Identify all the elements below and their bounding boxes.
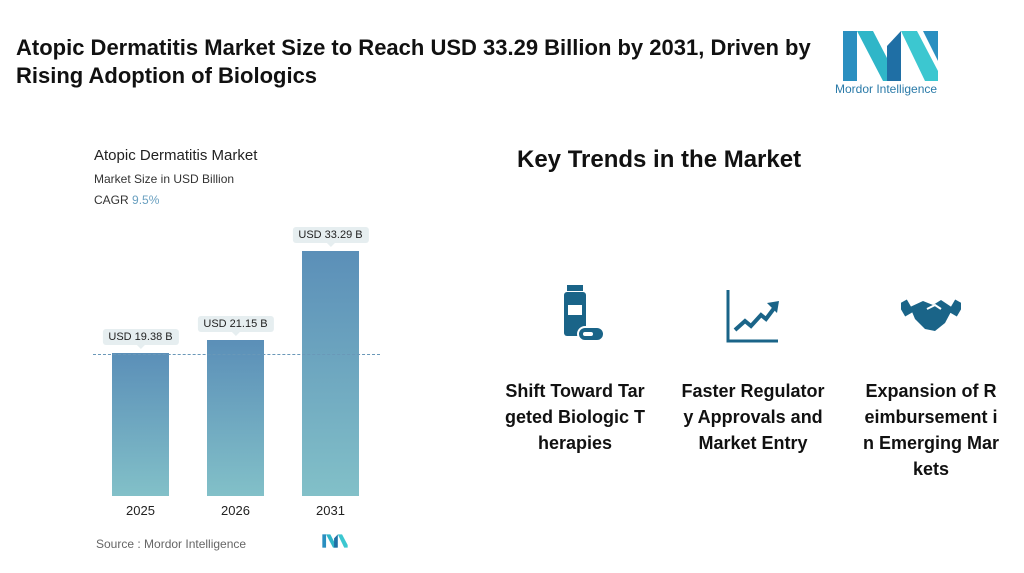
cagr-value: 9.5%: [132, 193, 160, 207]
x-tick-label: 2031: [316, 503, 345, 518]
source-text: Source : Mordor Intelligence: [96, 537, 247, 551]
bar-2025: [112, 353, 169, 496]
x-tick-label: 2025: [126, 503, 155, 518]
data-label: USD 19.38 B: [102, 329, 179, 350]
reference-line: [93, 354, 380, 355]
mordor-logo-icon: [843, 31, 938, 81]
handshake-icon: [901, 299, 961, 331]
medicine-bottle-icon: [564, 285, 605, 342]
trend-label: Faster Regulatory Approvals and Market E…: [681, 381, 825, 453]
cagr: CAGR 9.5%: [94, 193, 159, 207]
source-logo-icon: [322, 534, 348, 548]
cagr-label: CAGR: [94, 193, 129, 207]
data-label: USD 21.15 B: [197, 316, 274, 337]
chart-title: Atopic Dermatitis Market: [94, 147, 258, 164]
trend-label: Shift Toward Targeted Biologic Therapies: [504, 381, 645, 453]
rising-chart-icon: [726, 290, 779, 343]
data-label: USD 33.29 B: [292, 227, 369, 247]
logo-text: Mordor Intelligence: [835, 82, 938, 96]
bar-2026: [207, 340, 264, 496]
chart-subtitle: Market Size in USD Billion: [94, 172, 235, 186]
trends-title: Key Trends in the Market: [517, 146, 802, 173]
page-title: Atopic Dermatitis Market Size to Reach U…: [16, 35, 811, 88]
trend-label: Expansion of Reimbursement in Emerging M…: [862, 381, 1000, 479]
x-tick-label: 2026: [221, 503, 250, 518]
bar-2031: [302, 251, 359, 496]
